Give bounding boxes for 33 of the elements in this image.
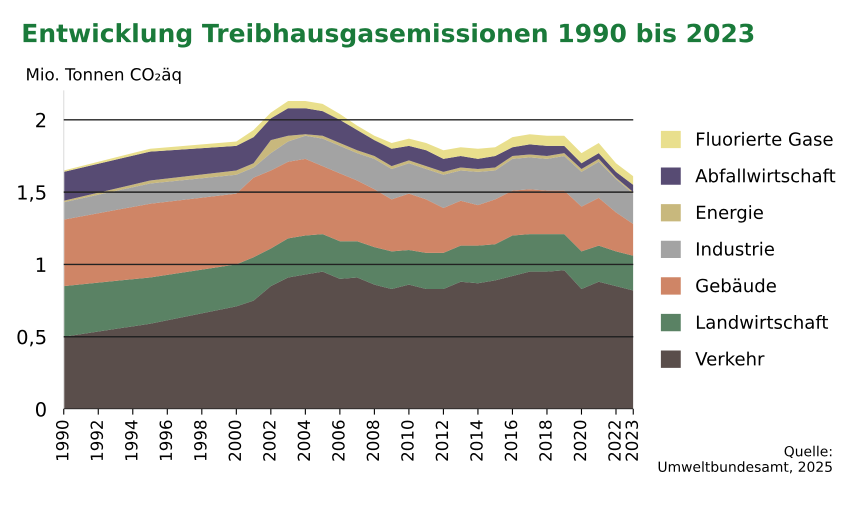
x-tick-label: 2016 <box>504 420 518 461</box>
y-tick-label: 1 <box>36 258 46 272</box>
x-tick-label: 2004 <box>298 420 310 461</box>
x-tick-label: 2010 <box>401 420 414 461</box>
y-tick-label: 0 <box>36 402 46 417</box>
x-tick-label: 2023 <box>625 420 638 461</box>
legend-label: Verkehr <box>695 352 764 366</box>
y-tick-label: 1,5 <box>18 185 46 202</box>
x-tick-label: 2018 <box>539 420 552 461</box>
x-tick-label: 1998 <box>194 420 207 460</box>
x-tick-label: 2006 <box>332 420 345 461</box>
x-tick-label: 1994 <box>125 420 138 460</box>
x-tick-label: 1992 <box>90 421 104 460</box>
x-tick-label: 2022 <box>608 421 621 461</box>
chart-title: Entwicklung Treibhausgasemissionen 1990 bis 2023 <box>24 23 754 48</box>
x-tick-label: 2012 <box>436 421 448 461</box>
x-tick-label: 2000 <box>228 420 242 461</box>
legend-label: Landwirtschaft <box>696 315 828 329</box>
x-tick-label: 2002 <box>263 421 276 461</box>
x-tick-label: 2008 <box>366 420 380 461</box>
x-tick-label: 1990 <box>56 420 69 460</box>
legend-label: Industrie <box>696 242 774 256</box>
y-tick-label: 2 <box>36 112 46 128</box>
source-note: Quelle: Umweltbundesamt, 2025 <box>658 446 832 474</box>
legend-label: Fluorierte Gase <box>696 132 833 146</box>
x-tick-label: 2014 <box>470 420 483 461</box>
y-axis-title: Mio. Tonnen CO₂äq <box>27 68 181 84</box>
legend-label: Gebäude <box>696 278 776 292</box>
x-tick-label: 1996 <box>160 420 172 460</box>
y-tick-label: 0,5 <box>17 330 46 346</box>
legend-label: Abfallwirtschaft <box>695 168 836 183</box>
x-tick-label: 2020 <box>574 420 586 461</box>
legend-label: Energie <box>696 205 763 223</box>
